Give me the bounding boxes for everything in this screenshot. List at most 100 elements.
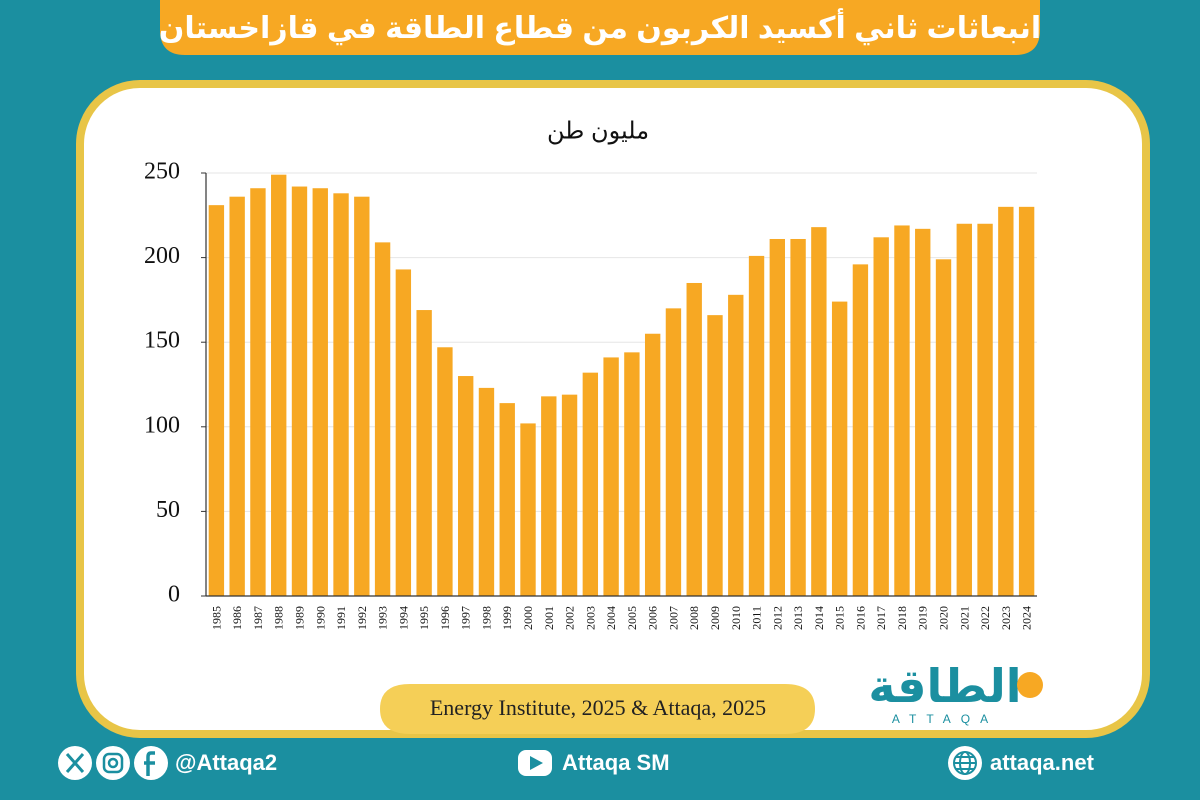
source-pill xyxy=(380,684,815,734)
y-tick-label: 250 xyxy=(144,159,180,185)
x-tick-label: 1993 xyxy=(376,606,390,630)
source: Energy Institute, 2025 & Attaqa, 2025 xyxy=(430,695,766,720)
bar xyxy=(354,196,370,597)
instagram-icon[interactable] xyxy=(96,746,130,780)
bar xyxy=(790,238,806,596)
x-tick-label: 1992 xyxy=(355,606,369,630)
x-tick-label: 1994 xyxy=(396,606,410,630)
x-tick-label: 1996 xyxy=(438,606,452,630)
x-tick-label: 1988 xyxy=(272,606,286,630)
x-tick-label: 2023 xyxy=(999,606,1013,630)
x-tick-label: 1998 xyxy=(479,606,493,630)
x-tick-label: 2013 xyxy=(791,606,805,630)
x-tick-label: 2016 xyxy=(853,606,867,630)
social-icons xyxy=(58,746,168,780)
bar xyxy=(458,376,474,596)
x-tick-label: 2005 xyxy=(625,606,639,630)
bar xyxy=(831,301,848,596)
chart-title: انبعاثات ثاني أكسيد الكربون من قطاع الطا… xyxy=(159,8,1041,46)
logo-latin: ATTAQA xyxy=(892,712,998,726)
x-tick-label: 1999 xyxy=(500,606,514,630)
bar xyxy=(312,188,328,596)
x-tick-label: 2017 xyxy=(874,606,888,630)
youtube-glyph xyxy=(530,756,543,770)
bar xyxy=(728,294,744,596)
bar xyxy=(208,205,225,596)
bar xyxy=(250,188,266,596)
bar xyxy=(271,174,287,596)
x-tick-label: 2019 xyxy=(916,606,930,630)
x-tick-label: 2009 xyxy=(708,606,722,630)
bar xyxy=(624,352,640,596)
y-tick-label: 0 xyxy=(168,582,180,608)
youtube-handle: Attaqa SM xyxy=(562,750,670,775)
y-tick-label: 150 xyxy=(144,328,180,354)
bar xyxy=(935,259,952,596)
x-tick-label: 2000 xyxy=(521,606,535,630)
logo-drop xyxy=(1017,672,1043,698)
instagram-lens xyxy=(107,757,119,769)
x-tick-label: 2010 xyxy=(729,606,743,630)
bar xyxy=(998,206,1014,596)
bar xyxy=(395,269,412,596)
plot: 0 50 100 150 200 250 1985 1986 1987 1988 1989 1990 1… xyxy=(144,159,1037,630)
instagram-glyph xyxy=(102,752,124,774)
x-tick-label: 2024 xyxy=(1020,606,1034,630)
x-tick-label: 2015 xyxy=(833,606,847,630)
x-tick-label: 1997 xyxy=(459,606,473,630)
bar xyxy=(811,227,827,597)
bar xyxy=(873,237,889,596)
bar xyxy=(416,310,432,596)
x-tick-label: 1986 xyxy=(230,606,244,630)
bar xyxy=(915,228,931,596)
bar xyxy=(852,264,869,596)
bar xyxy=(686,282,702,596)
bar xyxy=(707,315,723,596)
bar xyxy=(956,223,972,596)
bar xyxy=(1018,206,1035,596)
x-tick-label: 1991 xyxy=(334,606,348,630)
x-tick-label: 2001 xyxy=(542,606,556,630)
x-tick-label: 1995 xyxy=(417,606,431,630)
bar xyxy=(769,238,785,596)
x-tick-label: 2011 xyxy=(750,606,764,630)
x-tick-label: 2022 xyxy=(978,606,992,630)
social-handle: @Attaqa2 xyxy=(175,750,277,775)
y-tick-label: 50 xyxy=(156,497,180,523)
x-tick-label: 2014 xyxy=(812,606,826,630)
bar xyxy=(374,242,391,596)
x-tick-label: 1987 xyxy=(251,606,265,630)
x-tick-label: 2020 xyxy=(937,606,951,630)
bar xyxy=(894,225,910,596)
bar xyxy=(665,308,682,596)
bar xyxy=(437,347,453,596)
bar xyxy=(499,403,515,596)
bar xyxy=(603,357,619,596)
x-tick-label: 2007 xyxy=(666,606,680,630)
x-tick-label: 2012 xyxy=(770,606,784,630)
logo-name: الطاقة xyxy=(868,660,1021,712)
x-tick-label: 2003 xyxy=(583,606,597,630)
bar xyxy=(520,423,536,596)
facebook-glyph xyxy=(144,751,155,776)
bar xyxy=(478,387,495,596)
bar xyxy=(541,396,557,596)
bar xyxy=(582,372,599,596)
web-glyph xyxy=(953,751,977,775)
bar xyxy=(291,186,308,596)
y-tick-label: 100 xyxy=(144,412,180,438)
bar xyxy=(977,223,993,596)
y-axis-unit: مليون طن xyxy=(547,117,649,144)
x-tick-label: 1990 xyxy=(313,606,327,630)
title-banner xyxy=(160,0,1040,55)
x-glyph xyxy=(65,753,85,773)
x-tick-label: 2002 xyxy=(563,606,577,630)
bar xyxy=(748,255,765,596)
x-tick-label: 2021 xyxy=(957,606,971,630)
x-tick-label: 2018 xyxy=(895,606,909,630)
x-tick-label: 2006 xyxy=(646,606,660,630)
bar xyxy=(644,333,661,596)
bar xyxy=(561,394,578,596)
